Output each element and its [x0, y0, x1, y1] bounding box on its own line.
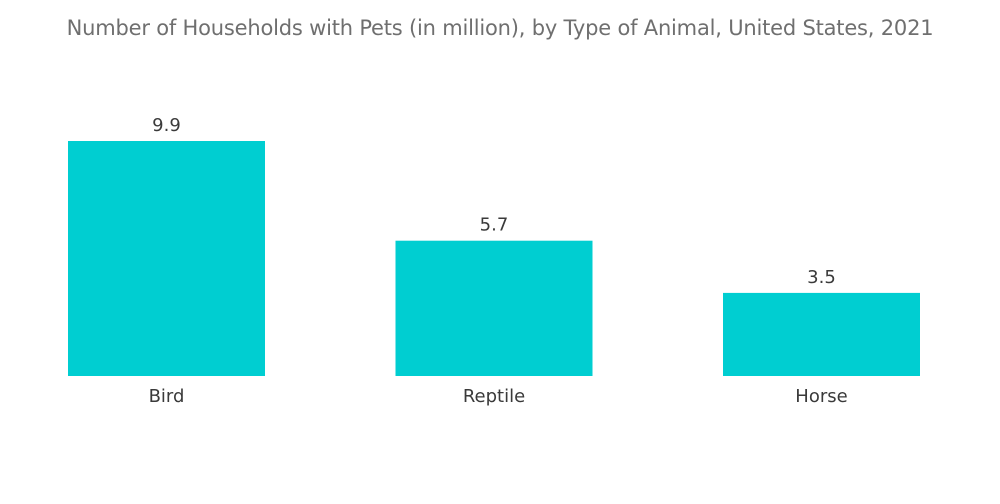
data-label-bird: 9.9 [152, 115, 181, 136]
data-labels: 9.9 5.7 3.5 [152, 115, 836, 288]
x-axis-tick-labels: Bird Reptile Horse [149, 386, 848, 407]
bar-reptile [395, 240, 593, 376]
bar-bird [68, 141, 265, 376]
x-tick-label-horse: Horse [795, 386, 847, 407]
x-tick-label-bird: Bird [149, 386, 185, 407]
chart-title: Number of Households with Pets (in milli… [66, 16, 934, 40]
data-label-horse: 3.5 [807, 267, 836, 288]
bar-series [68, 141, 920, 376]
bar-horse [723, 292, 920, 376]
data-label-reptile: 5.7 [480, 215, 509, 236]
x-tick-label-reptile: Reptile [463, 386, 525, 407]
